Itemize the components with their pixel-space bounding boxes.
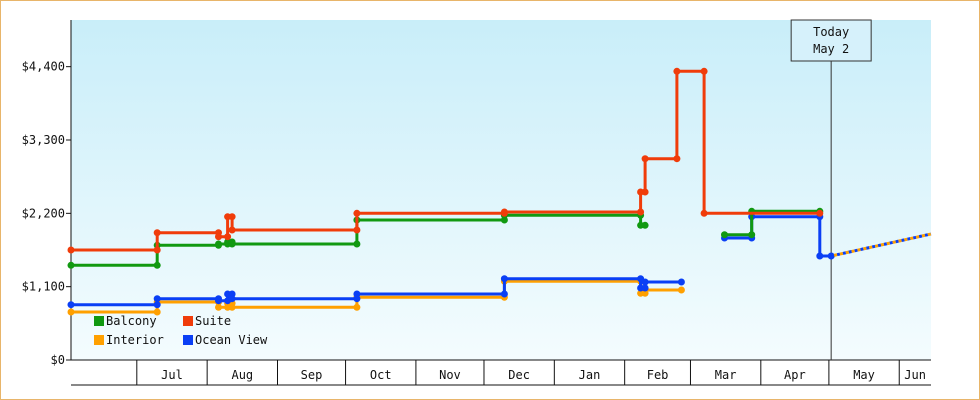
data-point-suite xyxy=(500,208,508,216)
x-tick-label: Nov xyxy=(439,368,461,382)
data-point-suite xyxy=(353,209,361,217)
data-point-suite xyxy=(673,67,681,75)
x-tick-label: Dec xyxy=(508,368,530,382)
data-point-balcony xyxy=(153,261,161,269)
data-point-balcony xyxy=(353,240,361,248)
data-point-suite xyxy=(816,209,824,217)
y-tick-label: $1,100 xyxy=(22,280,65,294)
x-tick-label: Sep xyxy=(301,368,323,382)
data-point-ocean-view xyxy=(641,284,649,292)
data-point-interior xyxy=(67,308,75,316)
y-tick-label: $2,200 xyxy=(22,206,65,220)
today-label-line1: Today xyxy=(813,25,849,39)
data-point-ocean-view xyxy=(500,275,508,283)
data-point-interior xyxy=(228,303,236,311)
data-point-ocean-view xyxy=(67,301,75,309)
legend-label-interior: Interior xyxy=(106,333,164,347)
x-tick-label: Aug xyxy=(231,368,253,382)
projection-layer xyxy=(830,232,932,258)
data-point-suite xyxy=(353,226,361,234)
y-tick-label: $0 xyxy=(51,353,65,367)
data-point-suite xyxy=(637,208,645,216)
projection-line-blue xyxy=(830,232,932,258)
data-point-suite xyxy=(673,155,681,163)
data-point-ocean-view xyxy=(153,295,161,303)
data-point-ocean-view xyxy=(353,290,361,298)
data-point-ocean-view xyxy=(215,297,222,305)
today-box xyxy=(790,19,872,62)
data-point-suite xyxy=(700,67,708,75)
data-point-ocean-view xyxy=(677,278,685,286)
projection-line-orange xyxy=(830,232,932,258)
data-point-suite xyxy=(153,246,161,254)
data-point-suite xyxy=(641,155,649,163)
data-point-suite xyxy=(700,209,708,217)
data-point-balcony xyxy=(748,231,756,239)
data-point-suite xyxy=(215,233,222,241)
x-axis: Jul Aug Sep Oct Nov Dec Jan Feb Mar Apr May Jun xyxy=(71,359,931,386)
y-axis: $0 $1,100 $2,200 $3,300 $4,400 xyxy=(22,20,72,367)
legend-swatch-ocean-view xyxy=(183,335,193,345)
data-point-suite xyxy=(153,229,161,237)
x-tick-label: Mar xyxy=(715,368,737,382)
data-point-suite xyxy=(67,246,75,254)
data-point-ocean-view xyxy=(816,252,824,260)
legend-label-suite: Suite xyxy=(195,314,231,328)
legend-swatch-suite xyxy=(183,316,193,326)
data-point-ocean-view xyxy=(500,290,508,298)
data-point-balcony xyxy=(641,221,649,229)
data-point-balcony xyxy=(721,231,728,239)
data-point-interior xyxy=(215,303,222,311)
x-tick-label: Jun xyxy=(904,368,926,382)
y-tick-label: $3,300 xyxy=(22,133,65,147)
legend-swatch-balcony xyxy=(94,316,104,326)
today-marker: Today May 2 xyxy=(790,19,872,360)
data-point-ocean-view xyxy=(153,301,161,309)
data-point-ocean-view xyxy=(228,295,236,303)
x-tick-label: Apr xyxy=(784,368,806,382)
data-point-suite xyxy=(228,213,236,221)
x-tick-label: Jul xyxy=(161,368,183,382)
plot-area xyxy=(71,20,931,360)
legend-label-balcony: Balcony xyxy=(106,314,157,328)
legend: Balcony Suite Interior Ocean View xyxy=(94,314,268,347)
series-line-balcony-1 xyxy=(724,209,820,237)
today-label-line2: May 2 xyxy=(813,42,849,56)
x-tick-label: Oct xyxy=(370,368,392,382)
data-point-interior xyxy=(353,303,361,311)
data-point-suite xyxy=(228,226,236,234)
data-point-suite xyxy=(641,188,649,196)
data-point-balcony xyxy=(67,261,75,269)
data-point-interior xyxy=(677,286,685,294)
data-point-ocean-view xyxy=(641,278,649,286)
data-point-interior xyxy=(153,308,161,316)
x-tick-label: Jan xyxy=(579,368,601,382)
data-point-balcony xyxy=(215,240,222,248)
x-tick-label: May xyxy=(853,368,875,382)
series-layer xyxy=(67,67,835,316)
data-point-suite xyxy=(224,233,232,241)
data-point-balcony xyxy=(228,240,236,248)
x-tick-label: Feb xyxy=(647,368,669,382)
y-tick-label: $4,400 xyxy=(22,60,65,74)
legend-swatch-interior xyxy=(94,335,104,345)
legend-label-ocean-view: Ocean View xyxy=(195,333,268,347)
